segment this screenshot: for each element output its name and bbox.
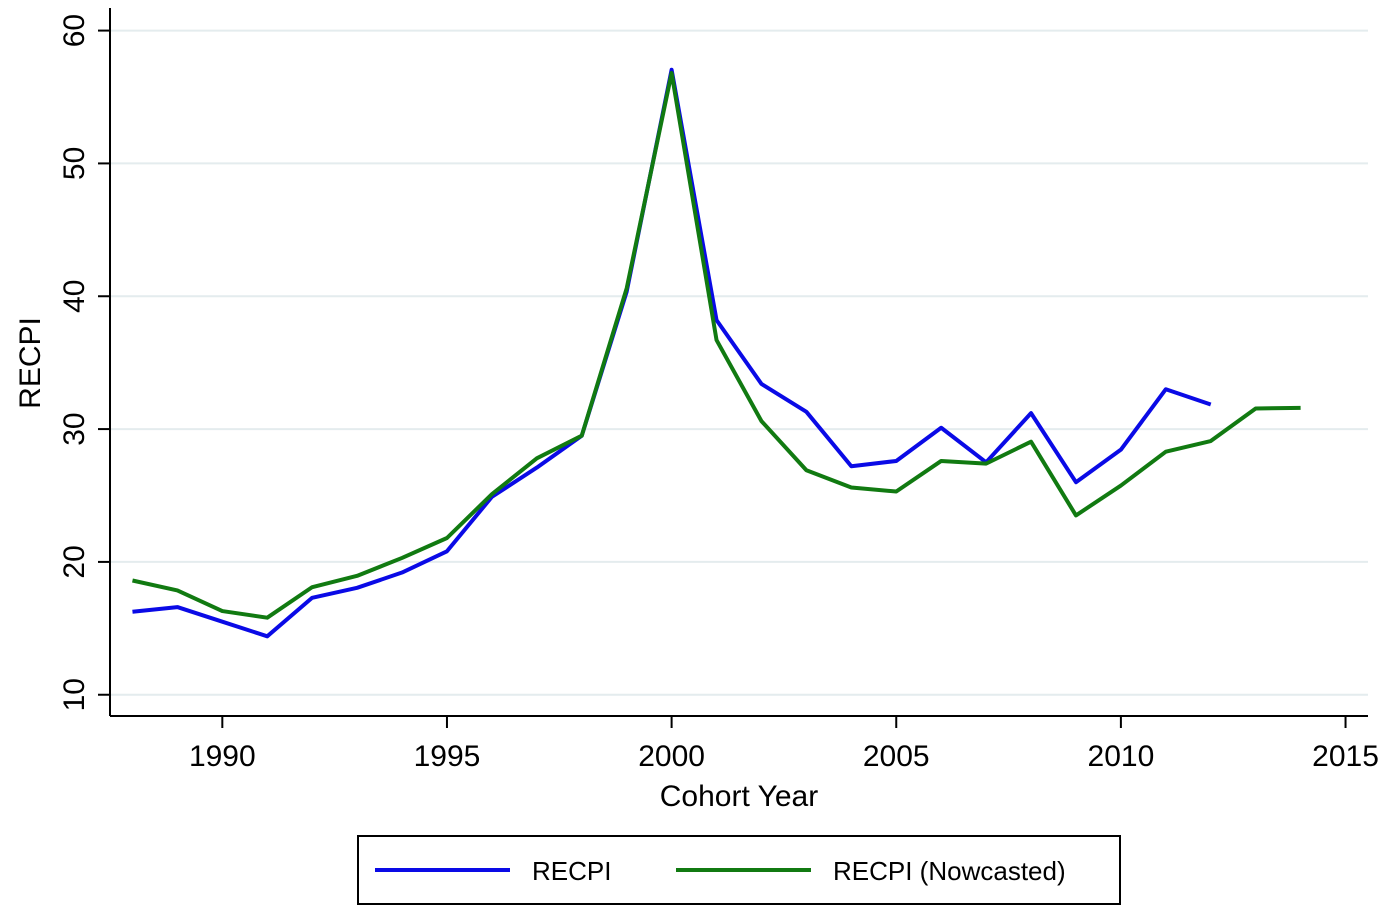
series-line bbox=[132, 71, 1301, 620]
y-tick-label: 40 bbox=[58, 280, 91, 313]
legend-box bbox=[357, 835, 1121, 905]
legend-label: RECPI bbox=[532, 856, 611, 886]
x-tick-label: 2010 bbox=[1088, 740, 1155, 773]
x-tick-label: 2005 bbox=[863, 740, 930, 773]
y-tick-label: 60 bbox=[58, 14, 91, 47]
y-tick-label: 30 bbox=[58, 412, 91, 445]
x-tick-label: 1995 bbox=[414, 740, 481, 773]
y-tick-label: 20 bbox=[58, 545, 91, 578]
y-axis-label: RECPI bbox=[14, 317, 47, 409]
x-tick-label: 1990 bbox=[189, 740, 256, 773]
x-axis-label: Cohort Year bbox=[660, 780, 818, 813]
x-tick-label: 2015 bbox=[1312, 740, 1379, 773]
y-tick-label: 50 bbox=[58, 147, 91, 180]
y-tick-label: 10 bbox=[58, 678, 91, 711]
legend-label: RECPI (Nowcasted) bbox=[833, 856, 1066, 886]
x-tick-label: 2000 bbox=[638, 740, 705, 773]
series-line bbox=[132, 67, 1212, 639]
